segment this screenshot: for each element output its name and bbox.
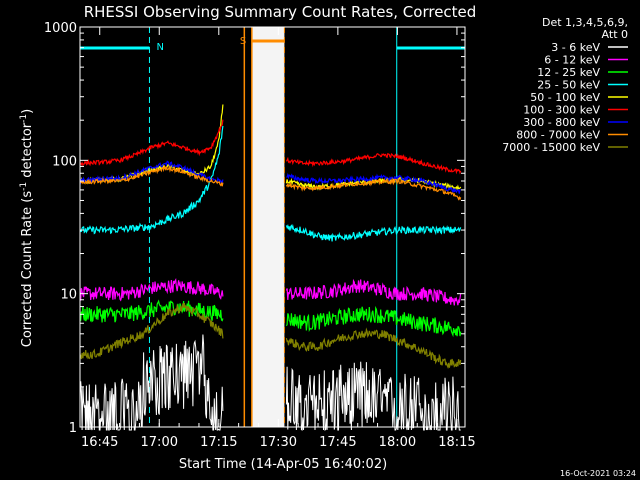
saa-region — [251, 27, 285, 427]
y-tick-label: 10 — [60, 288, 77, 303]
x-tick-label: 18:00 — [379, 435, 416, 450]
y-axis-label-mid: detector — [20, 122, 35, 182]
series-line — [285, 305, 462, 338]
series-line — [285, 152, 462, 175]
tick-layer: 1 10 100 1000 16:45 17:00 17:15 17:30 17:45 18:00… — [44, 21, 476, 450]
legend-entry-label: 6 - 12 keV — [544, 54, 600, 67]
y-axis-label-prefix: Corrected Count Rate (s — [20, 191, 35, 348]
plot-frame — [79, 26, 466, 428]
series-line — [285, 223, 462, 242]
x-tick-label: 17:15 — [200, 435, 237, 450]
legend-entry-label: 7000 - 15000 keV — [502, 141, 600, 154]
series-layer — [79, 104, 462, 431]
legend-header-line1: Det 1,3,4,5,6,9, — [542, 16, 628, 29]
series-line — [79, 299, 224, 323]
y-axis-label: Corrected Count Rate (s-1 detector-1) — [19, 109, 35, 347]
x-tick-label: 17:00 — [141, 435, 178, 450]
series-line — [79, 278, 224, 302]
x-tick-label: 16:45 — [81, 435, 118, 450]
series-line — [286, 172, 461, 194]
y-tick-label: 1 — [69, 421, 77, 436]
series-line — [285, 278, 462, 306]
legend-entry-label: 25 - 50 keV — [537, 79, 600, 92]
y-tick-label: 1000 — [44, 21, 77, 36]
night-label: N — [156, 42, 163, 53]
y-axis-label-suffix: ) — [20, 109, 35, 114]
y-axis-label-sup1: -1 — [19, 182, 29, 191]
series-line — [79, 164, 224, 187]
y-axis-label-sup2: -1 — [19, 114, 29, 123]
series-line — [79, 160, 224, 185]
legend-entry-label: 300 - 800 keV — [523, 116, 600, 129]
legend-header-line2: Att 0 — [602, 28, 628, 41]
series-line — [285, 361, 461, 431]
legend-entry-label: 50 - 100 keV — [530, 91, 600, 104]
x-tick-label: 17:30 — [260, 435, 297, 450]
x-tick-label: 18:15 — [438, 435, 475, 450]
x-tick-label: 17:45 — [319, 435, 356, 450]
legend-entry-label: 3 - 6 keV — [551, 41, 600, 54]
legend-entry-label: 100 - 300 keV — [523, 104, 600, 117]
y-tick-label: 100 — [52, 154, 77, 169]
saa-label: S — [240, 36, 246, 47]
legend-entry-label: 800 - 7000 keV — [516, 129, 600, 142]
render-timestamp: 16-Oct-2021 03:24 — [560, 469, 636, 478]
x-axis-label: Start Time (14-Apr-05 16:40:02) — [179, 457, 387, 472]
series-line — [79, 125, 224, 235]
series-line — [285, 327, 462, 370]
legend-entry-label: 12 - 25 keV — [537, 66, 600, 79]
chart-title: RHESSI Observing Summary Count Rates, Co… — [84, 3, 477, 21]
series-line — [285, 177, 462, 201]
series-line — [79, 334, 224, 431]
series-line — [79, 303, 224, 360]
series-line — [79, 119, 224, 167]
